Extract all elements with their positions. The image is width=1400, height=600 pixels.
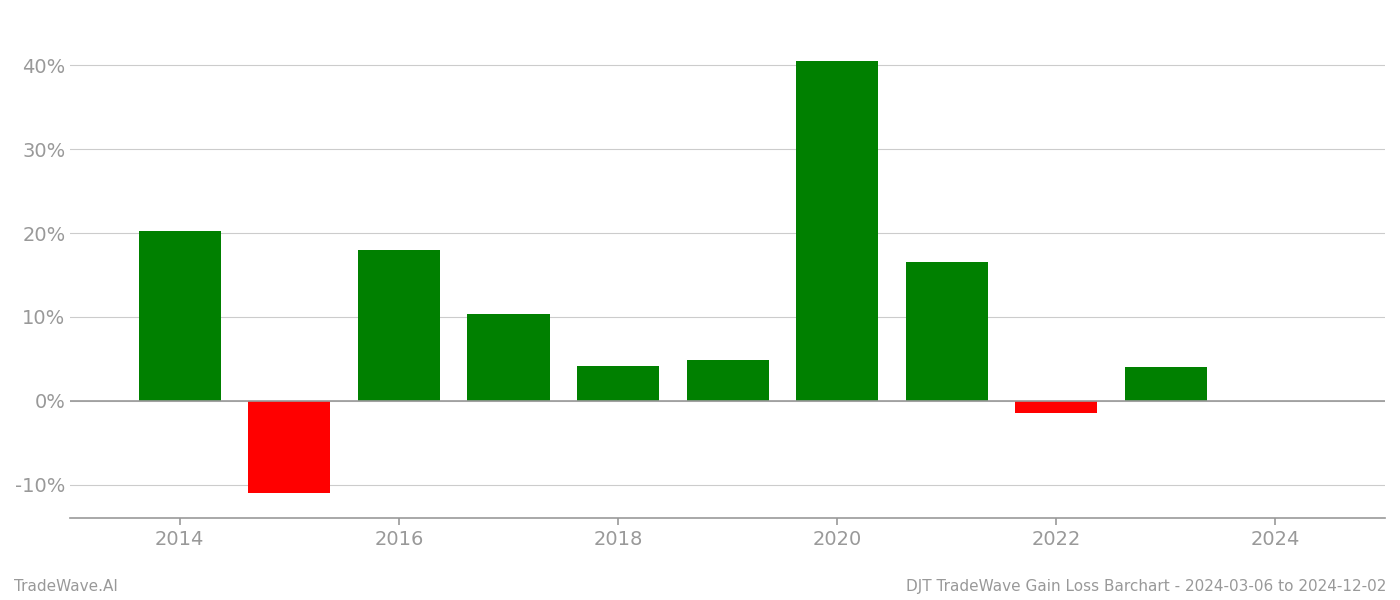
Bar xyxy=(248,401,330,493)
Bar xyxy=(686,359,769,401)
Bar xyxy=(139,232,221,401)
Text: DJT TradeWave Gain Loss Barchart - 2024-03-06 to 2024-12-02: DJT TradeWave Gain Loss Barchart - 2024-… xyxy=(906,579,1386,594)
Bar xyxy=(1124,367,1207,401)
Bar xyxy=(468,314,550,401)
Text: TradeWave.AI: TradeWave.AI xyxy=(14,579,118,594)
Bar xyxy=(1015,401,1098,413)
Bar xyxy=(358,250,440,401)
Bar xyxy=(797,61,878,401)
Bar xyxy=(577,367,659,401)
Bar xyxy=(906,262,988,401)
